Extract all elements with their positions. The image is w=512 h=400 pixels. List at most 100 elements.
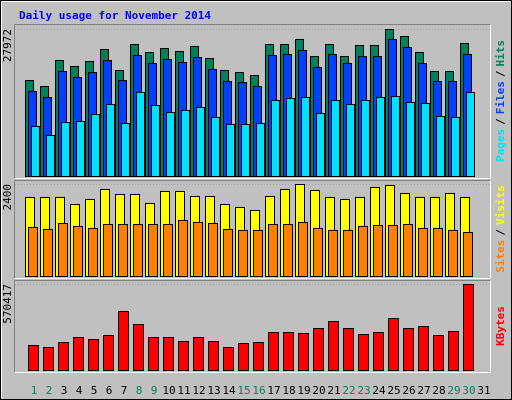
bar — [163, 223, 173, 278]
x-tick-label: 4 — [76, 384, 83, 397]
x-tick-label: 31 — [477, 384, 490, 397]
x-tick-label: 27 — [417, 384, 430, 397]
bar — [313, 227, 323, 278]
bar — [46, 134, 55, 178]
x-tick-label: 21 — [327, 384, 340, 397]
x-tick-label: 22 — [342, 384, 355, 397]
bar — [196, 106, 205, 177]
bar — [421, 102, 430, 177]
bar — [376, 96, 385, 177]
x-tick-label: 26 — [402, 384, 415, 397]
bar — [76, 120, 85, 177]
y-tick-label: 2400 — [1, 184, 14, 211]
bar — [256, 122, 265, 178]
bar — [388, 224, 398, 277]
bar — [28, 344, 39, 372]
x-tick-label: 7 — [121, 384, 128, 397]
x-tick-label: 13 — [207, 384, 220, 397]
bar — [103, 334, 114, 372]
bar — [433, 227, 443, 278]
bar — [58, 222, 68, 277]
bar — [43, 346, 54, 371]
bar — [373, 224, 383, 277]
legend-entry: Sites — [494, 240, 507, 273]
bar — [43, 228, 53, 277]
bar — [163, 336, 174, 371]
bar — [463, 231, 473, 277]
bar — [418, 325, 429, 372]
bar — [193, 336, 204, 371]
bar — [346, 103, 355, 177]
bar — [121, 122, 130, 178]
x-tick-label: 24 — [372, 384, 386, 397]
chart-title: Daily usage for November 2014 — [19, 9, 211, 22]
legend-entry: KBytes — [494, 306, 507, 346]
bar — [283, 223, 293, 278]
bar — [391, 95, 400, 177]
bar — [313, 327, 324, 371]
bar — [223, 346, 234, 371]
bar — [166, 111, 175, 177]
bar — [403, 223, 413, 278]
bar — [91, 113, 100, 177]
bar — [28, 226, 38, 277]
bar — [208, 340, 219, 371]
x-tick-label: 1 — [31, 384, 38, 397]
legend-separator: / — [494, 118, 507, 125]
x-tick-label: 5 — [91, 384, 98, 397]
legend-entry: Hits — [494, 40, 507, 67]
bar — [103, 223, 113, 278]
bar — [226, 123, 235, 177]
legend: KBytes — [494, 306, 507, 346]
bar — [148, 223, 158, 278]
bar — [298, 221, 308, 277]
x-tick-label: 8 — [136, 384, 143, 397]
x-tick-label: 29 — [447, 384, 460, 397]
x-tick-label: 20 — [312, 384, 325, 397]
bar — [316, 112, 325, 177]
x-tick-label: 12 — [192, 384, 205, 397]
x-tick-label: 3 — [61, 384, 68, 397]
bar — [178, 219, 188, 277]
legend: Pages / Files / Hits — [494, 40, 507, 162]
bar — [388, 317, 399, 371]
x-tick-label: 14 — [222, 384, 236, 397]
bar — [343, 327, 354, 371]
bar — [448, 229, 458, 278]
x-tick-label: 25 — [387, 384, 400, 397]
bar — [283, 331, 294, 371]
bar — [241, 123, 250, 177]
bar — [253, 341, 264, 371]
x-tick-label: 16 — [252, 384, 265, 397]
bar — [331, 99, 340, 177]
bar — [58, 341, 69, 371]
legend-entry: Pages — [494, 129, 507, 162]
bar — [253, 229, 263, 278]
x-tick-label: 6 — [106, 384, 113, 397]
bar — [418, 227, 428, 278]
bar — [268, 331, 279, 371]
legend-entry: Visits — [494, 185, 507, 225]
bar — [61, 121, 70, 177]
bar — [133, 223, 143, 278]
bar — [466, 91, 475, 177]
bar — [328, 320, 339, 372]
legend-entry: Files — [494, 81, 507, 114]
bar — [358, 333, 369, 372]
bar — [148, 336, 159, 371]
x-tick-label: 9 — [151, 384, 158, 397]
bar — [463, 284, 474, 371]
bar — [118, 310, 129, 372]
bar — [118, 223, 128, 278]
legend-separator: / — [494, 229, 507, 236]
x-tick-label: 28 — [432, 384, 445, 397]
bar — [268, 223, 278, 278]
bar — [133, 323, 144, 372]
bar — [31, 125, 40, 177]
bar — [211, 116, 220, 177]
legend: Sites / Visits — [494, 185, 507, 273]
bar — [181, 109, 190, 177]
bar — [73, 336, 84, 371]
legend-separator: / — [494, 70, 507, 77]
